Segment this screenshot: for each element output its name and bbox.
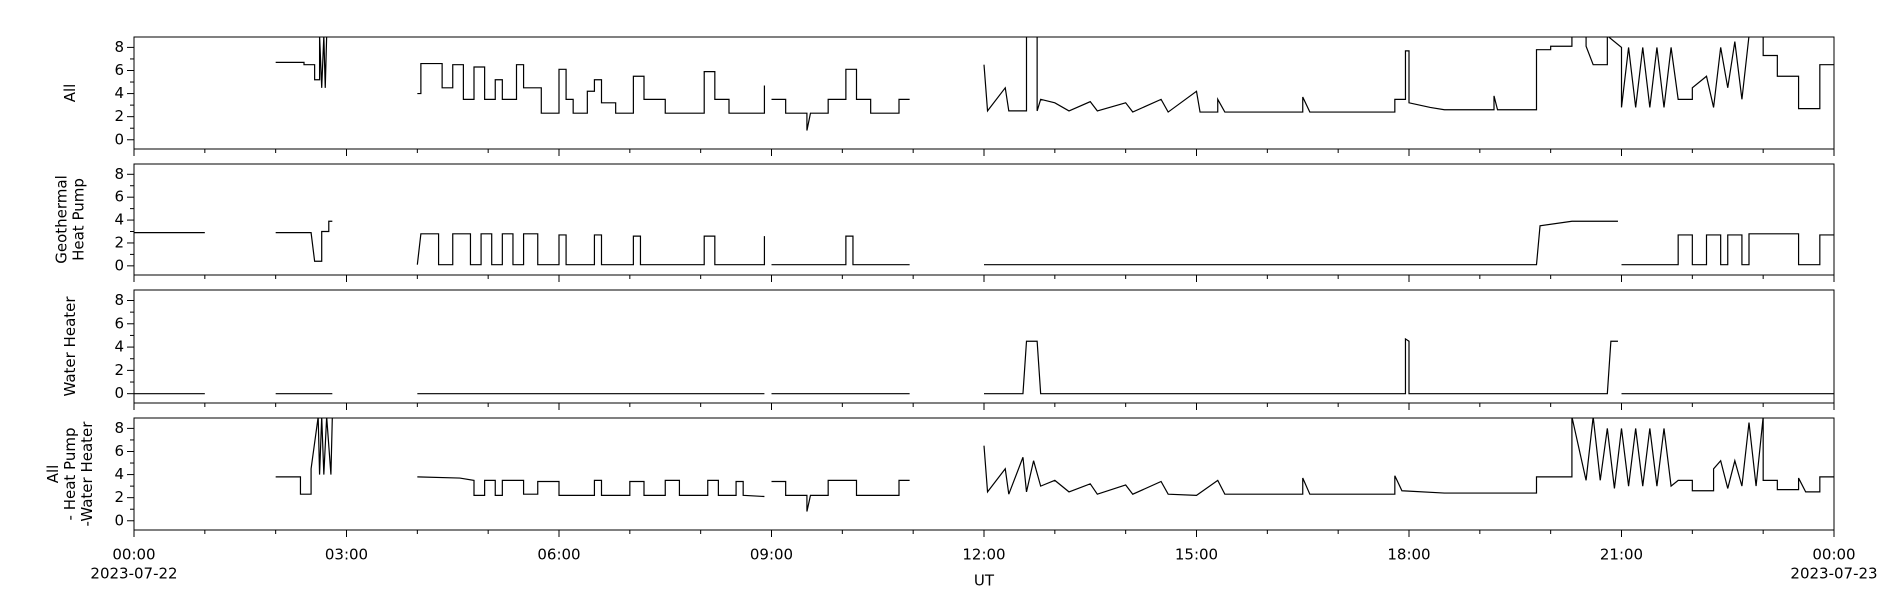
- y-tick-label: 0: [114, 384, 124, 402]
- x-tick-label: 15:00: [1175, 546, 1218, 564]
- y-axis-label: All: [61, 84, 79, 103]
- y-tick-label: 4: [114, 465, 124, 483]
- data-line: [275, 418, 1834, 512]
- y-tick-label: 6: [114, 61, 124, 79]
- y-axis-label-line: Heat Pump: [69, 178, 87, 261]
- y-axis-label: GeothermalHeat Pump: [52, 175, 87, 264]
- y-tick-label: 4: [114, 84, 124, 102]
- y-axis-label-line: -Water Heater: [78, 421, 96, 527]
- x-tick-label: 06:00: [537, 546, 580, 564]
- y-tick-label: 2: [114, 361, 124, 379]
- y-tick-label: 4: [114, 338, 124, 356]
- y-tick-label: 6: [114, 442, 124, 460]
- y-tick-label: 6: [114, 314, 124, 332]
- data-line: [134, 337, 1834, 395]
- y-axis-label-line: Water Heater: [61, 296, 79, 397]
- y-tick-label: 6: [114, 188, 124, 206]
- panel-frame: [133, 163, 1835, 276]
- start-date: 2023-07-22: [90, 565, 177, 583]
- y-tick-label: 4: [114, 211, 124, 229]
- x-tick-label: 00:00: [1812, 546, 1855, 564]
- y-axis-label-line: - Heat Pump: [61, 428, 79, 521]
- y-tick-label: 0: [114, 256, 124, 274]
- x-tick-label: 18:00: [1387, 546, 1430, 564]
- x-tick-label: 09:00: [750, 546, 793, 564]
- data-line: [134, 220, 1834, 266]
- end-date: 2023-07-23: [1790, 565, 1877, 583]
- panel-frame: [133, 36, 1835, 150]
- y-tick-label: 2: [114, 488, 124, 506]
- y-tick-label: 8: [114, 291, 124, 309]
- y-axis-label-line: All: [44, 465, 62, 484]
- data-line: [275, 37, 1834, 131]
- y-axis-label-line: Geothermal: [52, 175, 70, 264]
- y-axis-label: All- Heat Pump-Water Heater: [44, 421, 96, 527]
- x-tick-label: 12:00: [962, 546, 1005, 564]
- y-tick-label: 8: [114, 38, 124, 56]
- y-axis-label: Water Heater: [61, 296, 79, 397]
- y-tick-label: 0: [114, 511, 124, 529]
- y-tick-label: 8: [114, 419, 124, 437]
- y-tick-label: 2: [114, 233, 124, 251]
- y-tick-label: 8: [114, 165, 124, 183]
- panel-frame: [133, 417, 1835, 531]
- x-tick-label: 21:00: [1600, 546, 1643, 564]
- y-tick-label: 0: [114, 130, 124, 148]
- x-axis-label: UT: [974, 572, 995, 590]
- x-tick-label: 00:00: [112, 546, 155, 564]
- x-tick-label: 03:00: [325, 546, 368, 564]
- y-axis-label-line: All: [61, 84, 79, 103]
- panel-frame: [133, 289, 1835, 404]
- y-tick-label: 2: [114, 107, 124, 125]
